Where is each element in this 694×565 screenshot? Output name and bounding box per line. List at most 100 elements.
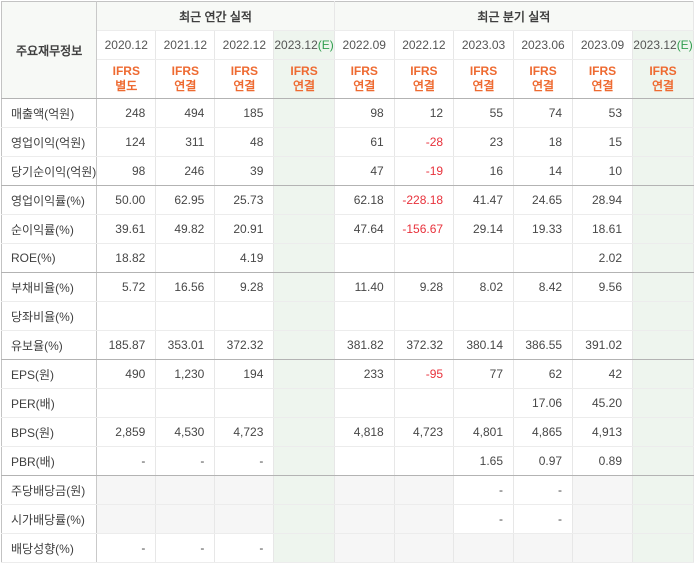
data-cell: 386.55 <box>513 330 574 360</box>
column-header-period: 2023.12(E) <box>632 30 694 60</box>
data-cell <box>273 272 335 302</box>
row-label: 주당배당금(원) <box>1 475 98 505</box>
column-header-ifrs: IFRS 연결 <box>453 59 515 99</box>
column-header-ifrs: IFRS 연결 <box>155 59 216 99</box>
data-cell: 25.73 <box>214 185 275 215</box>
data-cell <box>632 185 694 215</box>
data-cell <box>273 417 335 447</box>
data-cell <box>96 475 157 505</box>
table-row: 영업이익(억원) 124 311 48 61 -28 23 18 15 <box>1 127 694 157</box>
data-cell: 1,230 <box>155 359 216 389</box>
table-row: 시가배당률(%) - - <box>1 504 694 534</box>
data-cell <box>333 504 395 534</box>
data-cell: 47 <box>333 156 395 186</box>
data-cell: 194 <box>214 359 275 389</box>
period-text: 2022.09 <box>342 38 386 52</box>
data-cell: -28 <box>394 127 455 157</box>
data-cell <box>273 533 335 563</box>
data-cell: 5.72 <box>96 272 157 302</box>
data-cell: 18.61 <box>572 214 633 244</box>
data-cell: 233 <box>333 359 395 389</box>
column-header-ifrs: IFRS 연결 <box>273 59 335 99</box>
data-cell: - <box>96 446 157 476</box>
data-cell <box>333 533 395 563</box>
data-cell: 380.14 <box>453 330 515 360</box>
data-cell <box>333 475 395 505</box>
data-cell <box>214 388 275 418</box>
data-cell: - <box>214 533 275 563</box>
data-cell <box>632 359 694 389</box>
data-cell <box>155 504 216 534</box>
data-cell: 248 <box>96 98 157 128</box>
data-cell: 61 <box>333 127 395 157</box>
row-label: 영업이익률(%) <box>1 185 98 215</box>
row-label: 순이익률(%) <box>1 214 98 244</box>
data-cell <box>273 475 335 505</box>
data-cell <box>214 475 275 505</box>
data-cell: -228.18 <box>394 185 455 215</box>
data-cell: 16.56 <box>155 272 216 302</box>
data-cell: 28.94 <box>572 185 633 215</box>
data-cell: 24.65 <box>513 185 574 215</box>
table-row: 부채비율(%) 5.72 16.56 9.28 11.40 9.28 8.02 8.42 9.5… <box>1 272 694 302</box>
table-row: ROE(%) 18.82 4.19 2.02 <box>1 243 694 273</box>
data-cell <box>394 446 455 476</box>
section-title: 최근 분기 실적 <box>333 1 694 31</box>
data-cell <box>273 359 335 389</box>
estimate-mark: (E) <box>676 38 693 52</box>
data-cell: -156.67 <box>394 214 455 244</box>
column-header-period: 2021.12 <box>155 30 216 60</box>
column-header-period: 2022.12 <box>394 30 455 60</box>
row-label: 당기순이익(억원) <box>1 156 98 186</box>
table-row: PBR(배) - - -1.65 0.97 0.89 <box>1 446 694 476</box>
column-header-ifrs: IFRS 연결 <box>394 59 455 99</box>
data-cell: 62.18 <box>333 185 395 215</box>
data-cell: 62 <box>513 359 574 389</box>
data-cell: 9.56 <box>572 272 633 302</box>
data-cell <box>273 504 335 534</box>
data-cell <box>273 301 335 331</box>
table-row: PER(배) 17.06 45.20 <box>1 388 694 418</box>
data-cell <box>333 446 395 476</box>
data-cell <box>572 504 633 534</box>
data-cell: 2.02 <box>572 243 633 273</box>
data-cell <box>632 504 694 534</box>
section-title: 최근 연간 실적 <box>96 1 335 31</box>
table-row: BPS(원) 2,859 4,530 4,723 4,818 4,723 4,801 4,86… <box>1 417 694 447</box>
data-cell: 39.61 <box>96 214 157 244</box>
table-row: 당기순이익(억원) 98 246 39 47 -19 16 14 10 <box>1 156 694 186</box>
data-cell <box>155 475 216 505</box>
row-label: PER(배) <box>1 388 98 418</box>
period-text: 2022.12 <box>222 38 267 52</box>
data-cell: 74 <box>513 98 574 128</box>
data-cell: 246 <box>155 156 216 186</box>
data-cell: 311 <box>155 127 216 157</box>
data-cell <box>394 475 455 505</box>
column-header-period: 2023.06 <box>513 30 574 60</box>
row-label: BPS(원) <box>1 417 98 447</box>
data-cell <box>632 533 694 563</box>
data-cell <box>155 301 216 331</box>
data-cell: 185.87 <box>96 330 157 360</box>
data-cell <box>155 388 216 418</box>
data-cell: 49.82 <box>155 214 216 244</box>
data-cell: 185 <box>214 98 275 128</box>
data-cell: -95 <box>394 359 455 389</box>
data-cell: 4,913 <box>572 417 633 447</box>
data-cell <box>453 388 515 418</box>
data-cell <box>394 243 455 273</box>
data-cell <box>632 272 694 302</box>
data-cell: 47.64 <box>333 214 395 244</box>
data-cell <box>513 243 574 273</box>
data-cell: - <box>513 504 574 534</box>
data-cell: - <box>453 475 515 505</box>
ifrs-header-row: IFRS 별도 IFRS 연결 IFRS 연결 IFRS 연결 IFRS 연결 IFRS 연결 IFRS… <box>2 59 694 99</box>
data-cell: 4,723 <box>394 417 455 447</box>
table-row: 주당배당금(원) - - <box>1 475 694 505</box>
column-header-ifrs: IFRS 연결 <box>333 59 395 99</box>
data-cell: 14 <box>513 156 574 186</box>
data-cell: 48 <box>214 127 275 157</box>
estimate-mark: (E) <box>317 38 334 52</box>
data-cell <box>96 301 157 331</box>
data-cell <box>572 475 633 505</box>
